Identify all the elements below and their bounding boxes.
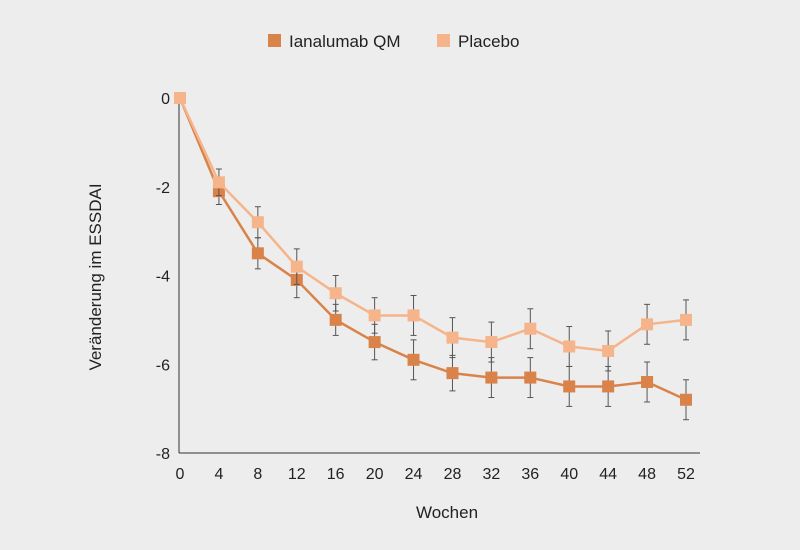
data-point: [602, 344, 615, 357]
series-layer: [174, 92, 692, 421]
data-point: [485, 371, 498, 384]
y-axis-title: Veränderung im ESSDAI: [86, 183, 105, 370]
data-point: [368, 336, 381, 349]
data-point: [602, 380, 615, 393]
data-point: [407, 353, 420, 366]
data-point: [641, 318, 654, 331]
x-tick-label: 32: [482, 466, 500, 483]
x-tick-label: 16: [327, 466, 345, 483]
x-tick-label: 0: [176, 466, 185, 483]
x-tick-label: 48: [638, 466, 656, 483]
x-tick-label: 20: [366, 466, 384, 483]
data-point: [680, 393, 692, 406]
axes: 0 4 8 12 16 20 24 28 32 36 40 44 48 520-2-4-6-8: [156, 91, 700, 483]
data-point: [680, 313, 692, 326]
x-axis-title: Wochen: [416, 503, 478, 522]
y-tick-label: -2: [156, 180, 170, 197]
data-point: [368, 309, 381, 322]
data-point: [174, 92, 186, 104]
data-point: [641, 376, 654, 388]
series-1: [174, 92, 692, 372]
x-tick-label: 52: [677, 466, 695, 483]
x-tick-label: 24: [405, 466, 423, 483]
series-line: [178, 97, 687, 353]
data-point: [251, 216, 264, 229]
data-point: [524, 371, 537, 384]
series-0: [174, 92, 692, 421]
data-point: [446, 331, 459, 344]
x-tick-label: 4: [214, 466, 223, 483]
data-point: [407, 309, 420, 322]
data-point: [329, 287, 342, 300]
x-tick-label: 12: [288, 466, 306, 483]
legend-swatch: [437, 34, 450, 47]
series-line: [178, 97, 687, 401]
data-point: [251, 247, 264, 260]
data-point: [563, 380, 576, 393]
x-tick-label: 40: [560, 466, 578, 483]
y-tick-label: -8: [156, 446, 170, 463]
legend-item: Placebo: [437, 32, 519, 51]
data-point: [563, 340, 576, 353]
data-point: [446, 367, 459, 380]
y-tick-label: -4: [156, 269, 170, 286]
x-tick-label: 36: [521, 466, 539, 483]
data-point: [329, 313, 342, 326]
legend-label: Ianalumab QM: [289, 32, 401, 51]
x-tick-label: 8: [253, 466, 262, 483]
legend-item: Ianalumab QM: [268, 32, 401, 51]
legend-label: Placebo: [458, 32, 519, 51]
data-point: [524, 322, 537, 335]
data-point: [212, 176, 225, 189]
x-tick-label: 28: [444, 466, 462, 483]
data-point: [290, 260, 303, 273]
data-point: [485, 336, 498, 349]
legend-swatch: [268, 34, 281, 47]
y-tick-label: 0: [161, 91, 170, 108]
legend: Ianalumab QM Placebo: [268, 32, 519, 51]
x-tick-label: 44: [599, 466, 617, 483]
y-tick-label: -6: [156, 357, 170, 374]
